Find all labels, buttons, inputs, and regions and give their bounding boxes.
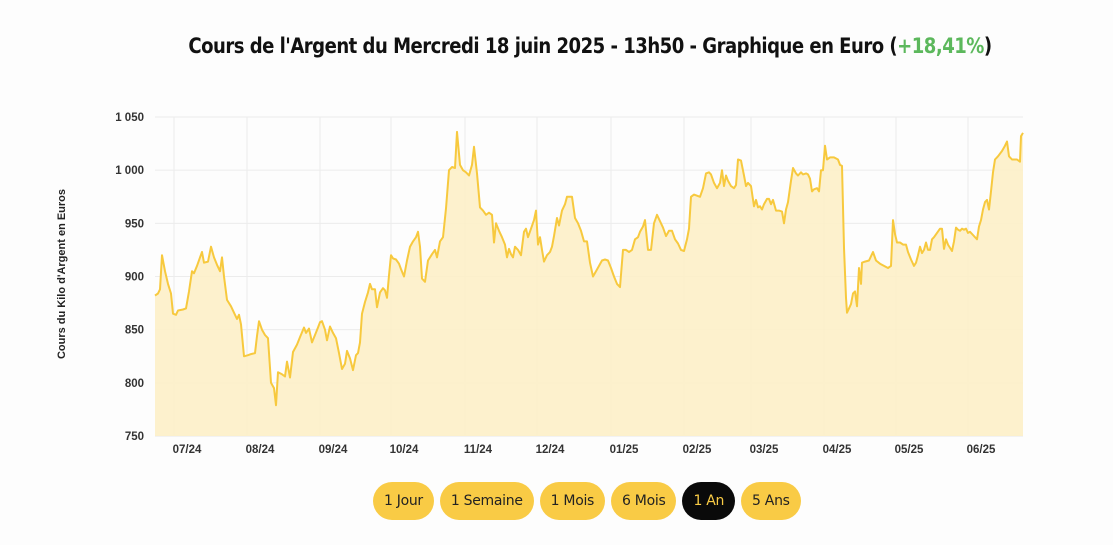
range-button-1-jour[interactable]: 1 Jour <box>373 482 434 520</box>
y-tick-label: 800 <box>125 378 144 390</box>
chart-title-text: Cours de l'Argent du Mercredi 18 juin 20… <box>188 34 898 58</box>
chart-title: Cours de l'Argent du Mercredi 18 juin 20… <box>83 34 1098 58</box>
range-button-1-mois[interactable]: 1 Mois <box>539 482 606 520</box>
range-button-1-semaine[interactable]: 1 Semaine <box>439 482 534 520</box>
x-tick-label: 06/25 <box>967 444 996 456</box>
price-line <box>154 130 1024 407</box>
y-tick-label: 950 <box>125 218 144 230</box>
y-tick-label: 750 <box>125 431 144 443</box>
change-percent: +18,41% <box>897 34 984 58</box>
y-tick-label: 900 <box>125 272 144 284</box>
x-tick-label: 02/25 <box>683 444 712 456</box>
y-axis-ticks: 750 800 850 900 950 1 000 1 050 <box>115 112 144 443</box>
x-tick-label: 10/24 <box>390 444 419 456</box>
chart-title-close: ) <box>983 34 992 58</box>
range-button-5-ans[interactable]: 5 Ans <box>741 482 801 520</box>
x-tick-label: 09/24 <box>319 444 348 456</box>
range-button-6-mois[interactable]: 6 Mois <box>611 482 677 520</box>
y-tick-label: 1 000 <box>115 165 144 177</box>
range-button-1-an[interactable]: 1 An <box>682 482 736 520</box>
x-tick-label: 05/25 <box>895 444 924 456</box>
x-tick-label: 03/25 <box>750 444 779 456</box>
range-selector: 1 Jour 1 Semaine 1 Mois 6 Mois 1 An 5 Ans <box>373 482 801 520</box>
x-tick-label: 07/24 <box>173 444 202 456</box>
price-area <box>155 131 1023 436</box>
x-tick-label: 11/24 <box>464 444 493 456</box>
x-tick-label: 04/25 <box>823 444 852 456</box>
x-tick-label: 12/24 <box>536 444 565 456</box>
x-axis-ticks: 07/24 08/24 09/24 10/24 11/24 12/24 01/25 02/25… <box>173 444 996 456</box>
x-tick-label: 08/24 <box>246 444 275 456</box>
x-tick-label: 01/25 <box>610 444 639 456</box>
y-tick-label: 1 050 <box>115 112 144 124</box>
y-tick-label: 850 <box>125 325 144 337</box>
